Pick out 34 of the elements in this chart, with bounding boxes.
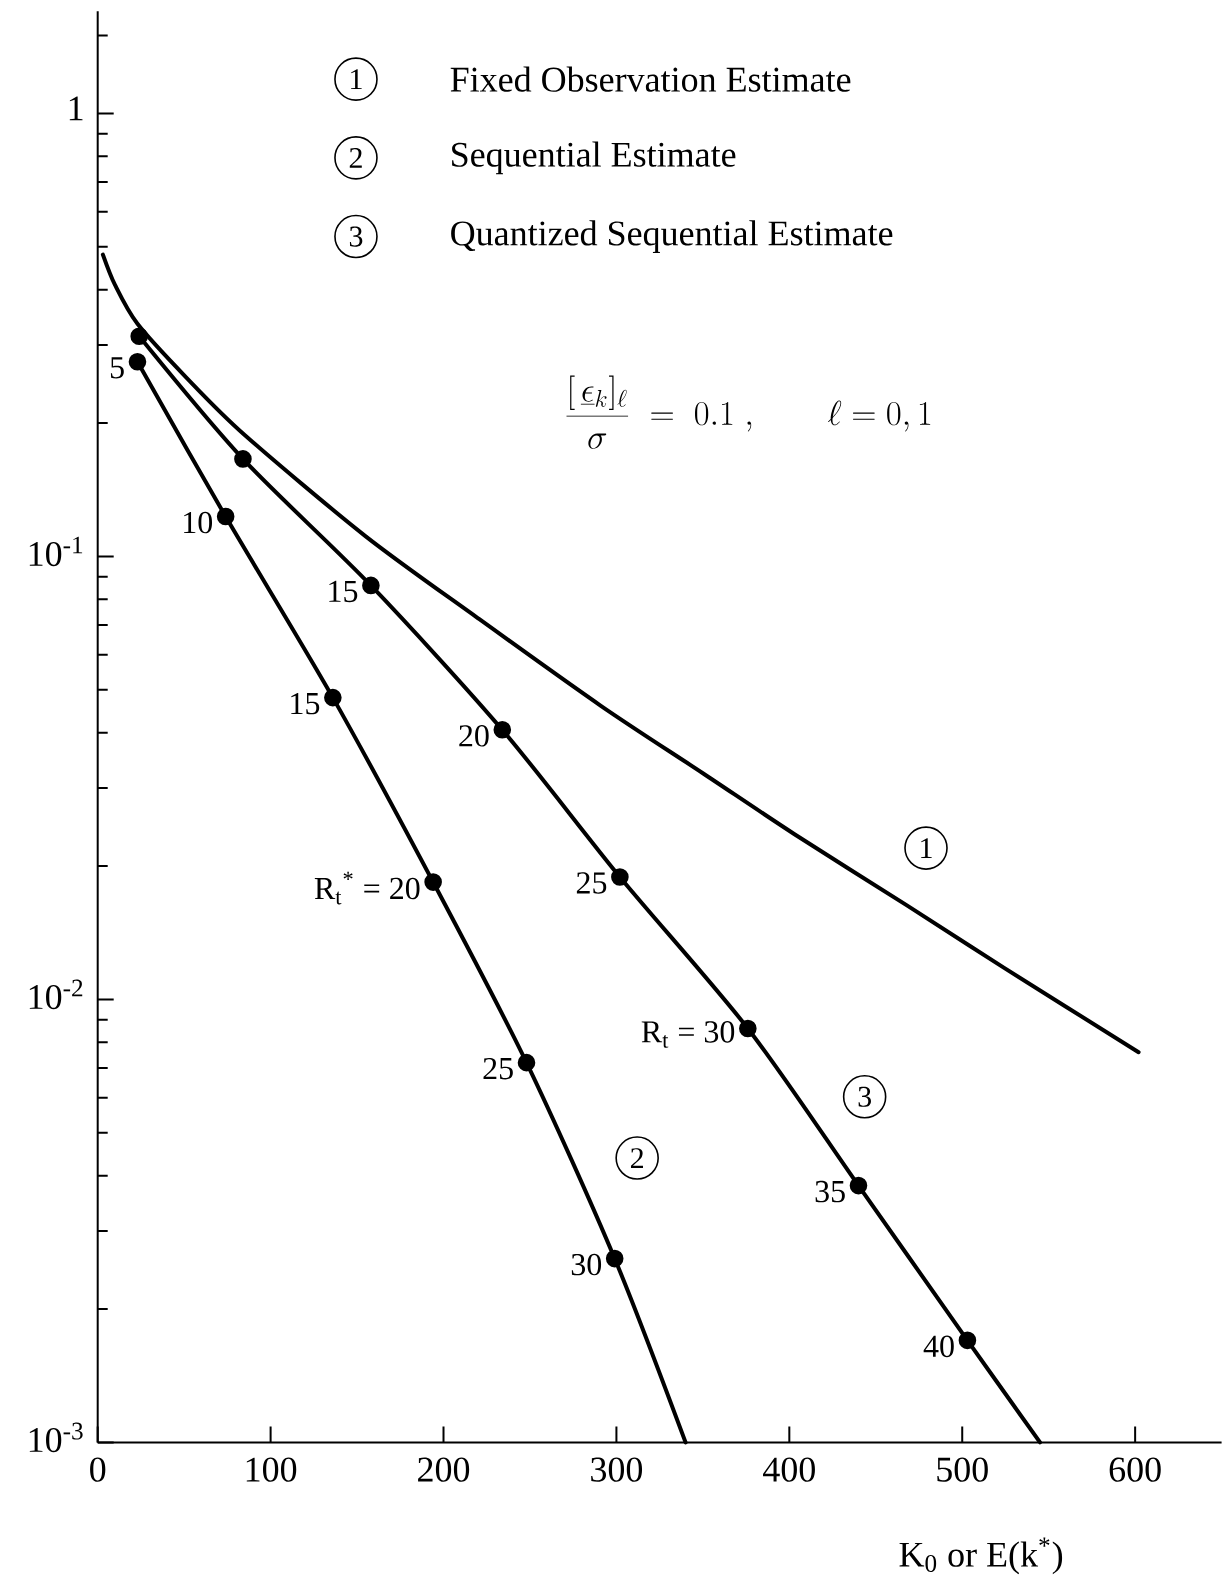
annotation: 15 (329, 580, 358, 603)
y-tick-label: 10$^{-3}$ (29, 1422, 83, 1453)
y-tick-label: 10$^{-2}$ (29, 979, 83, 1010)
annotation: 3 (349, 226, 363, 247)
y-tick-label: 1 (69, 96, 83, 121)
x-tick-label: 0 (90, 1457, 106, 1482)
annotation: R$_{t}$$^{*}$ = 20 (314, 871, 420, 905)
annotation: 40 (923, 1335, 954, 1358)
annotation: 5 (110, 357, 124, 379)
annotation: 2 (349, 147, 362, 168)
x-axis-title: K$_{0}$ or E(k$^{*}$) (899, 1537, 1063, 1575)
annotation: R$_{t}$ = 30 (641, 1021, 735, 1048)
legend-label: Quantized Sequential Estimate (451, 220, 893, 253)
x-tick-label: 100 (246, 1457, 297, 1482)
annotation: $\frac{[\,\underline{\epsilon}_{k}]_{\ell}}{\sigma} \; = \; 0.1\;, \qquad \ell = 0,1$ (566, 375, 931, 449)
annotation: 35 (815, 1180, 845, 1203)
annotation: 25 (576, 872, 607, 894)
x-tick-label: 200 (418, 1457, 470, 1482)
annotation: 30 (571, 1253, 602, 1276)
text: 3 (858, 1086, 871, 1107)
annotation: 10 (184, 511, 213, 534)
x-tick-label: 600 (1109, 1457, 1161, 1482)
annotation: 25 (483, 1057, 513, 1080)
x-tick-label: 300 (591, 1457, 643, 1482)
annotation: 15 (291, 692, 320, 715)
x-tick-label: 500 (937, 1457, 988, 1482)
legend-label: Fixed Observation Estimate (450, 66, 851, 92)
annotation: 1 (351, 69, 362, 90)
text: 2 (630, 1148, 643, 1168)
y-tick-label: 10$^{-1}$ (29, 536, 83, 567)
annotation: 20 (459, 725, 489, 747)
x-tick-label: 400 (763, 1457, 815, 1482)
legend-label: Sequential Estimate (452, 141, 736, 175)
text: 1 (921, 838, 932, 858)
